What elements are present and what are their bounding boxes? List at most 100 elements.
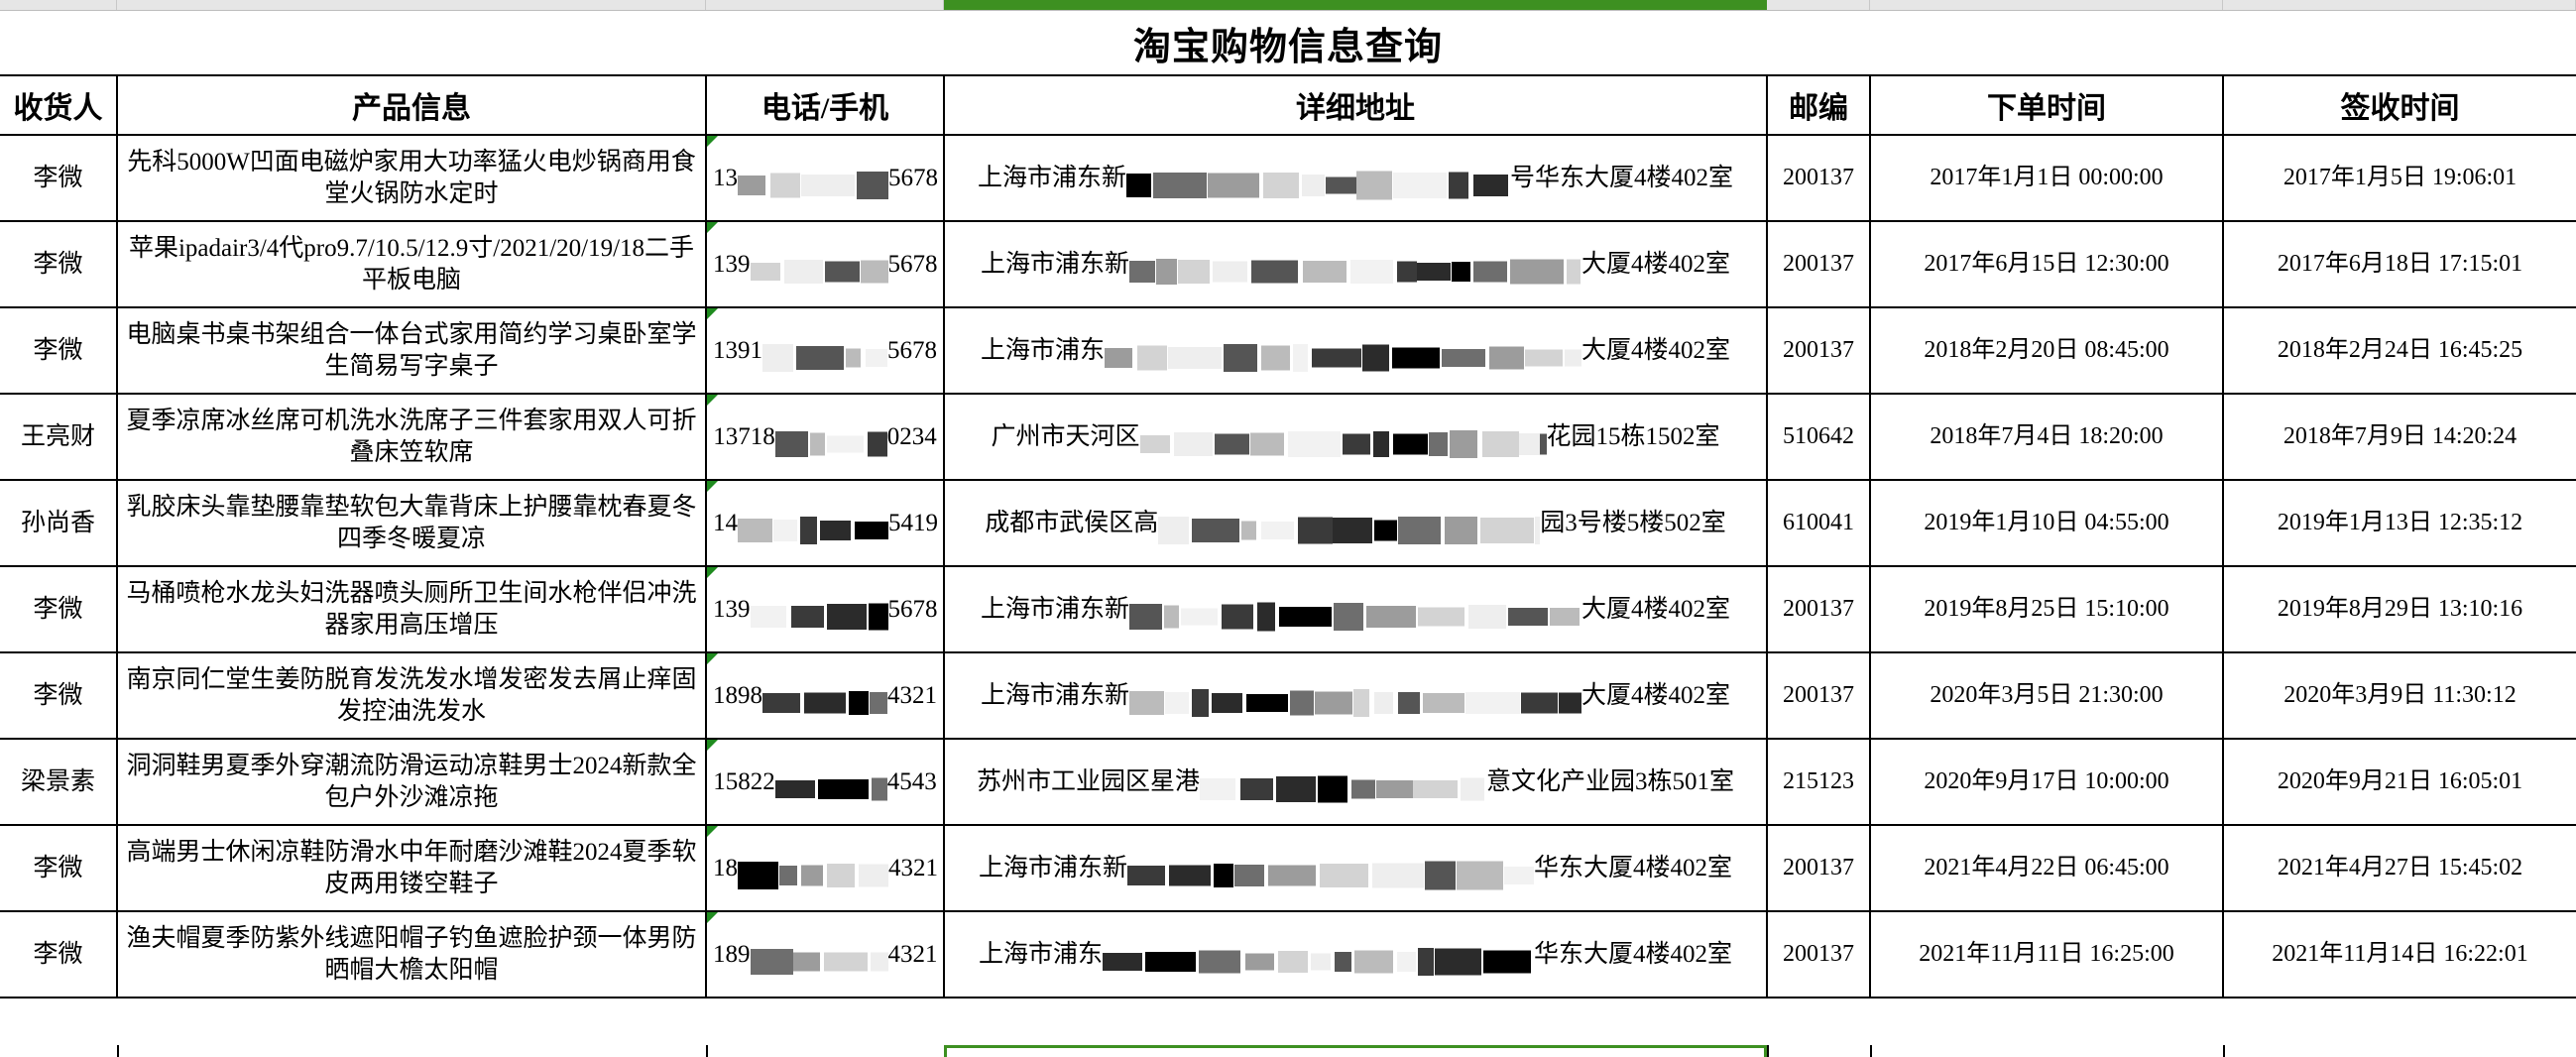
cell-order-time[interactable]: 2020年3月5日 21:30:00 — [1869, 651, 2224, 740]
cell-error-indicator-icon — [708, 654, 718, 664]
cell-name[interactable]: 李微 — [0, 134, 118, 222]
cell-address[interactable]: 上海市浦东新 大厦4楼402室 — [943, 651, 1768, 740]
cell-zip[interactable]: 200137 — [1766, 306, 1871, 395]
redacted-value: 139 5678 — [713, 249, 938, 284]
cell-address[interactable]: 上海市浦东新 华东大厦4楼402室 — [943, 824, 1768, 912]
cell-name[interactable]: 孙尚香 — [0, 479, 118, 567]
cell-phone[interactable]: 13 5678 — [705, 134, 945, 222]
cell-address[interactable]: 上海市浦东新 大厦4楼402室 — [943, 565, 1768, 653]
cell-order-time[interactable]: 2019年8月25日 15:10:00 — [1869, 565, 2224, 653]
cell-order-time[interactable]: 2018年7月4日 18:20:00 — [1869, 393, 2224, 481]
cell-product[interactable]: 马桶喷枪水龙头妇洗器喷头厕所卫生间水枪伴侣冲洗器家用高压增压 — [116, 565, 707, 653]
table-row[interactable]: 孙尚香 乳胶床头靠垫腰靠垫软包大靠背床上护腰靠枕春夏冬四季冬暖夏凉 14 5419 成都… — [0, 479, 2576, 567]
column-header-address[interactable]: 详细地址 — [943, 74, 1768, 136]
cell-zip[interactable]: 215123 — [1766, 738, 1871, 826]
cell-name[interactable]: 李微 — [0, 651, 118, 740]
table-row[interactable]: 李微 电脑桌书桌书架组合一体台式家用简约学习桌卧室学生简易写字桌子 1391 5678… — [0, 306, 2576, 395]
cell-receive-time[interactable]: 2020年9月21日 16:05:01 — [2222, 738, 2576, 826]
cell-product[interactable]: 先科5000W凹面电磁炉家用大功率猛火电炒锅商用食堂火锅防水定时 — [116, 134, 707, 222]
cell-product[interactable]: 洞洞鞋男夏季外穿潮流防滑运动凉鞋男士2024新款全包户外沙滩凉拖 — [116, 738, 707, 826]
cell-phone[interactable]: 189 4321 — [705, 910, 945, 998]
column-header-zip[interactable]: 邮编 — [1766, 74, 1871, 136]
column-strip-segment-phone[interactable] — [706, 0, 944, 10]
cell-zip[interactable]: 200137 — [1766, 565, 1871, 653]
cell-order-time[interactable]: 2018年2月20日 08:45:00 — [1869, 306, 2224, 395]
cell-phone[interactable]: 13718 0234 — [705, 393, 945, 481]
redacted-value: 189 4321 — [713, 939, 938, 975]
cell-order-time[interactable]: 2019年1月10日 04:55:00 — [1869, 479, 2224, 567]
cell-receive-time[interactable]: 2017年6月18日 17:15:01 — [2222, 220, 2576, 308]
table-row[interactable]: 李微 先科5000W凹面电磁炉家用大功率猛火电炒锅商用食堂火锅防水定时 13 5678… — [0, 134, 2576, 222]
clipped-next-row — [0, 1045, 2576, 1057]
cell-receive-time[interactable]: 2019年1月13日 12:35:12 — [2222, 479, 2576, 567]
cell-order-time[interactable]: 2017年6月15日 12:30:00 — [1869, 220, 2224, 308]
grid-line — [1767, 1045, 1769, 1057]
cell-name[interactable]: 李微 — [0, 910, 118, 998]
cell-address[interactable]: 广州市天河区 花园15栋1502室 — [943, 393, 1768, 481]
cell-product[interactable]: 乳胶床头靠垫腰靠垫软包大靠背床上护腰靠枕春夏冬四季冬暖夏凉 — [116, 479, 707, 567]
cell-zip[interactable]: 200137 — [1766, 651, 1871, 740]
cell-receive-time[interactable]: 2021年11月14日 16:22:01 — [2222, 910, 2576, 998]
cell-product[interactable]: 苹果ipadair3/4代pro9.7/10.5/12.9寸/2021/20/1… — [116, 220, 707, 308]
cell-receive-time[interactable]: 2021年4月27日 15:45:02 — [2222, 824, 2576, 912]
cell-phone[interactable]: 14 5419 — [705, 479, 945, 567]
cell-address[interactable]: 上海市浦东新 大厦4楼402室 — [943, 220, 1768, 308]
cell-receive-time[interactable]: 2019年8月29日 13:10:16 — [2222, 565, 2576, 653]
cell-receive-time[interactable]: 2018年2月24日 16:45:25 — [2222, 306, 2576, 395]
redacted-value: 139 5678 — [713, 594, 938, 630]
column-header-product[interactable]: 产品信息 — [116, 74, 707, 136]
cell-address[interactable]: 上海市浦东新 号华东大厦4楼402室 — [943, 134, 1768, 222]
cell-product[interactable]: 电脑桌书桌书架组合一体台式家用简约学习桌卧室学生简易写字桌子 — [116, 306, 707, 395]
cell-name[interactable]: 李微 — [0, 306, 118, 395]
column-header-order-time[interactable]: 下单时间 — [1869, 74, 2224, 136]
column-header-receive-time[interactable]: 签收时间 — [2222, 74, 2576, 136]
cell-zip[interactable]: 200137 — [1766, 824, 1871, 912]
cell-product[interactable]: 南京同仁堂生姜防脱育发洗发水增发密发去屑止痒固发控油洗发水 — [116, 651, 707, 740]
cell-order-time[interactable]: 2021年11月11日 16:25:00 — [1869, 910, 2224, 998]
table-row[interactable]: 李微 高端男士休闲凉鞋防滑水中年耐磨沙滩鞋2024夏季软皮两用镂空鞋子 18 4321… — [0, 824, 2576, 912]
cell-phone[interactable]: 139 5678 — [705, 220, 945, 308]
cell-order-time[interactable]: 2017年1月1日 00:00:00 — [1869, 134, 2224, 222]
cell-receive-time[interactable]: 2017年1月5日 19:06:01 — [2222, 134, 2576, 222]
column-strip-segment-zip[interactable] — [1767, 0, 1870, 10]
table-row[interactable]: 李微 南京同仁堂生姜防脱育发洗发水增发密发去屑止痒固发控油洗发水 1898 4321 上… — [0, 651, 2576, 740]
cell-name[interactable]: 王亮财 — [0, 393, 118, 481]
cell-name[interactable]: 李微 — [0, 220, 118, 308]
column-header-phone[interactable]: 电话/手机 — [705, 74, 945, 136]
cell-zip[interactable]: 200137 — [1766, 220, 1871, 308]
cell-product[interactable]: 夏季凉席冰丝席可机洗水洗席子三件套家用双人可折叠床笠软席 — [116, 393, 707, 481]
cell-address[interactable]: 上海市浦东 华东大厦4楼402室 — [943, 910, 1768, 998]
cell-name[interactable]: 李微 — [0, 565, 118, 653]
table-row[interactable]: 王亮财 夏季凉席冰丝席可机洗水洗席子三件套家用双人可折叠床笠软席 13718 0234… — [0, 393, 2576, 481]
cell-zip[interactable]: 200137 — [1766, 134, 1871, 222]
column-header-name[interactable]: 收货人 — [0, 74, 118, 136]
cell-name[interactable]: 李微 — [0, 824, 118, 912]
cell-phone[interactable]: 1391 5678 — [705, 306, 945, 395]
cell-zip[interactable]: 200137 — [1766, 910, 1871, 998]
column-strip-segment-receive_time[interactable] — [2223, 0, 2576, 10]
column-strip-segment-order_time[interactable] — [1870, 0, 2223, 10]
cell-phone[interactable]: 1898 4321 — [705, 651, 945, 740]
table-row[interactable]: 李微 马桶喷枪水龙头妇洗器喷头厕所卫生间水枪伴侣冲洗器家用高压增压 139 5678 上… — [0, 565, 2576, 653]
column-strip-segment-name[interactable] — [0, 0, 117, 10]
cell-zip[interactable]: 510642 — [1766, 393, 1871, 481]
cell-order-time[interactable]: 2020年9月17日 10:00:00 — [1869, 738, 2224, 826]
column-strip-segment-product[interactable] — [117, 0, 706, 10]
cell-phone[interactable]: 139 5678 — [705, 565, 945, 653]
cell-phone[interactable]: 15822 4543 — [705, 738, 945, 826]
table-row[interactable]: 李微 渔夫帽夏季防紫外线遮阳帽子钓鱼遮脸护颈一体男防晒帽大檐太阳帽 189 4321 上… — [0, 910, 2576, 998]
cell-product[interactable]: 高端男士休闲凉鞋防滑水中年耐磨沙滩鞋2024夏季软皮两用镂空鞋子 — [116, 824, 707, 912]
table-row[interactable]: 李微 苹果ipadair3/4代pro9.7/10.5/12.9寸/2021/20… — [0, 220, 2576, 308]
cell-name[interactable]: 梁景素 — [0, 738, 118, 826]
cell-address[interactable]: 苏州市工业园区星港 意文化产业园3栋501室 — [943, 738, 1768, 826]
cell-zip[interactable]: 610041 — [1766, 479, 1871, 567]
cell-product[interactable]: 渔夫帽夏季防紫外线遮阳帽子钓鱼遮脸护颈一体男防晒帽大檐太阳帽 — [116, 910, 707, 998]
cell-receive-time[interactable]: 2020年3月9日 11:30:12 — [2222, 651, 2576, 740]
cell-address[interactable]: 上海市浦东 大厦4楼402室 — [943, 306, 1768, 395]
cell-order-time[interactable]: 2021年4月22日 06:45:00 — [1869, 824, 2224, 912]
cell-receive-time[interactable]: 2018年7月9日 14:20:24 — [2222, 393, 2576, 481]
column-strip-segment-address[interactable] — [944, 0, 1767, 10]
table-row[interactable]: 梁景素 洞洞鞋男夏季外穿潮流防滑运动凉鞋男士2024新款全包户外沙滩凉拖 15822… — [0, 738, 2576, 826]
cell-phone[interactable]: 18 4321 — [705, 824, 945, 912]
cell-address[interactable]: 成都市武侯区高 园3号楼5楼502室 — [943, 479, 1768, 567]
